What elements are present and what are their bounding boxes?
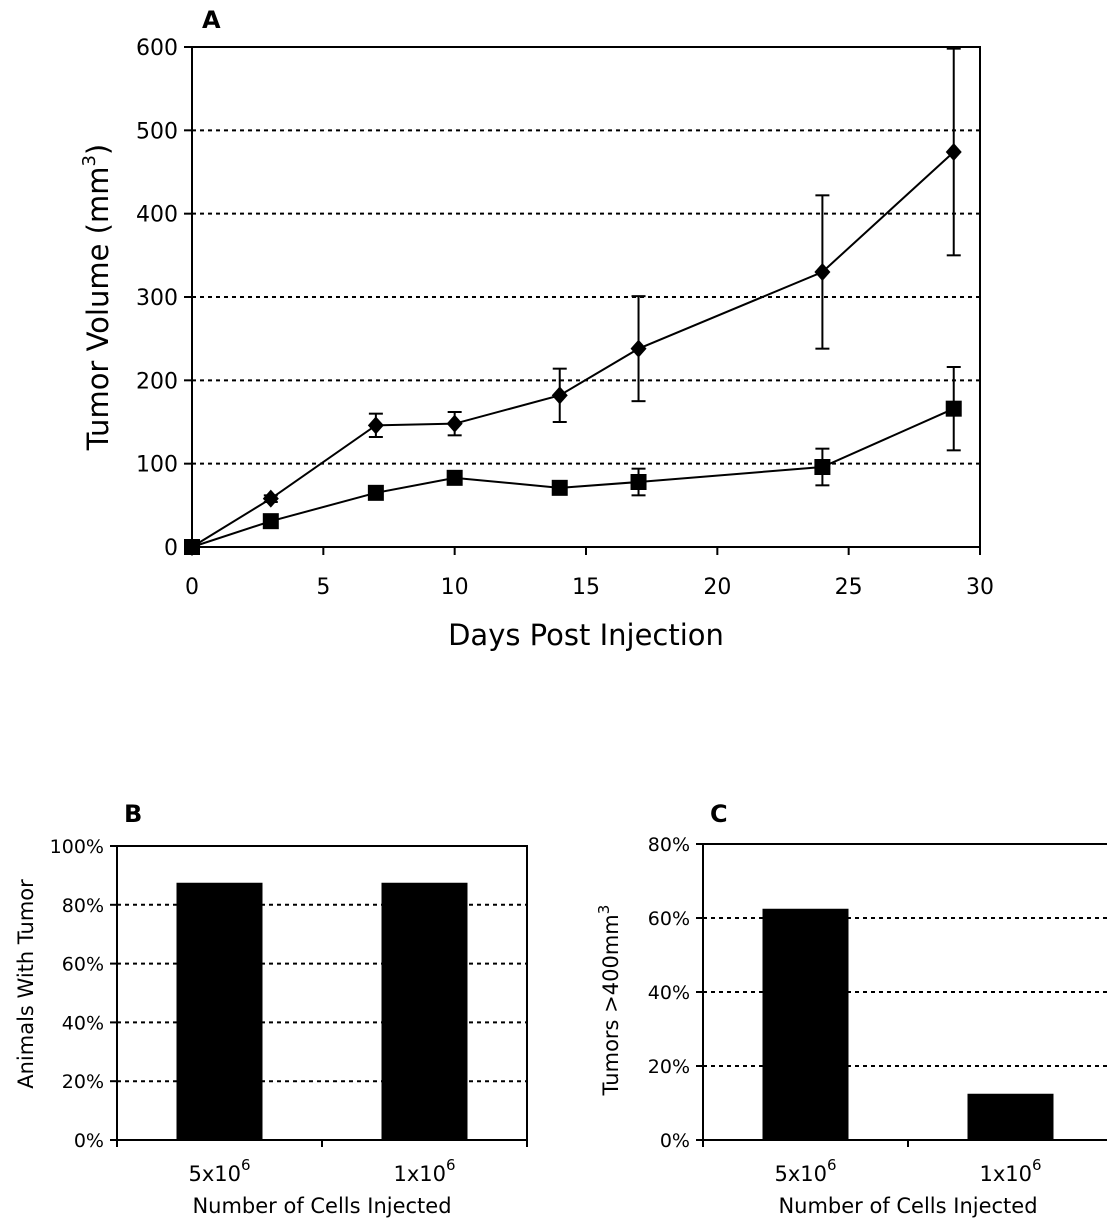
c-y-axis-title: Tumors >400mm3 bbox=[595, 905, 623, 1097]
a-diamond-marker bbox=[551, 386, 568, 405]
a-y-axis-title: Tumor Volume (mm3) bbox=[79, 144, 115, 452]
c-bars bbox=[762, 908, 1054, 1140]
c-x-tick-labels: 5x106 1x106 bbox=[702, 1140, 1042, 1186]
a-x-tick-label: 0 bbox=[185, 575, 199, 600]
a-square-marker bbox=[262, 513, 279, 530]
a-x-tick-label: 20 bbox=[703, 575, 731, 600]
c-x-tick-label-base: 5x10 bbox=[774, 1162, 827, 1186]
b-y-tick-label: 80% bbox=[62, 895, 104, 917]
a-y-tick-label: 100 bbox=[136, 453, 178, 478]
a-y-tick-labels: 0 100 200 300 400 500 600 bbox=[136, 36, 192, 561]
c-y-tick-label: 0% bbox=[660, 1130, 690, 1152]
c-y-tick-label: 60% bbox=[648, 908, 690, 930]
b-x-tick-label: 5x106 bbox=[188, 1156, 250, 1186]
a-y-axis-title-main: Tumor Volume (mm bbox=[81, 167, 115, 452]
a-x-tick-label: 5 bbox=[316, 575, 330, 600]
c-y-axis-title-main: Tumors >400mm bbox=[599, 914, 623, 1096]
a-y-tick-label: 600 bbox=[136, 36, 178, 61]
b-bars bbox=[176, 882, 468, 1140]
c-bar bbox=[762, 908, 849, 1140]
a-x-tick-label: 15 bbox=[572, 575, 600, 600]
a-square-marker bbox=[814, 459, 831, 475]
b-x-tick-label-base: 5x10 bbox=[188, 1162, 241, 1186]
b-x-tick-labels: 5x106 1x106 bbox=[116, 1140, 528, 1186]
a-square-marker bbox=[551, 479, 568, 496]
c-bar bbox=[967, 1093, 1054, 1140]
c-y-tick-labels: 0% 20% 40% 60% 80% bbox=[648, 834, 703, 1152]
bar-chart-panel-b: 0%20%40%60%80%100% 5x106 1x106 Number of … bbox=[14, 836, 528, 1218]
a-series-lines bbox=[191, 151, 955, 548]
a-square-marker bbox=[184, 539, 200, 555]
c-x-tick-label-base: 1x10 bbox=[979, 1162, 1032, 1186]
c-y-tick-label: 80% bbox=[648, 834, 690, 856]
c-x-axis-title: Number of Cells Injected bbox=[778, 1194, 1037, 1218]
a-y-tick-label: 400 bbox=[136, 203, 178, 228]
a-x-tick-label: 25 bbox=[835, 575, 863, 600]
a-series-line-1 bbox=[191, 151, 955, 548]
c-x-tick-label-exp: 6 bbox=[1032, 1156, 1042, 1174]
a-y-tick-label: 0 bbox=[164, 536, 178, 561]
b-y-tick-label: 60% bbox=[62, 954, 104, 976]
a-diamond-marker bbox=[367, 416, 384, 435]
b-y-tick-labels: 0% 20% 40% 60% 80% 100% bbox=[50, 836, 117, 1152]
b-x-tick-label-exp: 6 bbox=[446, 1156, 456, 1174]
b-y-tick-label: 20% bbox=[62, 1071, 104, 1093]
panel-letter-c: C bbox=[710, 800, 728, 828]
a-square-marker bbox=[367, 484, 384, 501]
panel-letter-b: B bbox=[124, 800, 142, 828]
c-y-tick-label: 40% bbox=[648, 982, 690, 1004]
b-bar bbox=[176, 882, 263, 1140]
a-gridlines bbox=[192, 129, 980, 465]
bar-chart-panel-c: 0%20%40%60%80% 5x106 1x106 Number of Cell… bbox=[595, 834, 1107, 1218]
b-x-tick-label-exp: 6 bbox=[241, 1156, 251, 1174]
b-x-axis-title: Number of Cells Injected bbox=[192, 1194, 451, 1218]
a-y-tick-label: 500 bbox=[136, 119, 178, 144]
a-square-marker bbox=[630, 474, 647, 490]
a-x-tick-label: 10 bbox=[441, 575, 469, 600]
c-x-tick-label: 1x106 bbox=[979, 1156, 1041, 1186]
a-markers bbox=[184, 143, 962, 556]
line-chart-panel-a: 0 100 200 300 400 500 600 0 5 10 15 20 25 30 Days Po… bbox=[79, 36, 994, 652]
b-y-tick-label: 40% bbox=[62, 1012, 104, 1034]
a-diamond-marker bbox=[446, 414, 463, 433]
a-y-axis-title-suffix: ) bbox=[81, 144, 115, 155]
c-x-tick-label-exp: 6 bbox=[827, 1156, 837, 1174]
a-diamond-marker bbox=[262, 489, 279, 508]
a-x-tick-labels: 0 5 10 15 20 25 30 bbox=[185, 547, 994, 600]
c-y-axis-title-sup: 3 bbox=[595, 905, 613, 915]
c-y-tick-label: 20% bbox=[648, 1056, 690, 1078]
a-series-line-2 bbox=[191, 407, 955, 548]
b-x-tick-label-base: 1x10 bbox=[393, 1162, 446, 1186]
a-y-tick-label: 300 bbox=[136, 286, 178, 311]
b-y-axis-title: Animals With Tumor bbox=[14, 879, 38, 1089]
b-y-tick-label: 100% bbox=[50, 836, 104, 858]
c-x-tick-label: 5x106 bbox=[774, 1156, 836, 1186]
b-x-tick-label: 1x106 bbox=[393, 1156, 455, 1186]
b-y-tick-label: 0% bbox=[74, 1130, 104, 1152]
a-y-tick-label: 200 bbox=[136, 369, 178, 394]
a-square-marker bbox=[945, 400, 962, 417]
a-diamond-marker bbox=[630, 339, 647, 358]
a-diamond-marker bbox=[945, 143, 962, 161]
b-bar bbox=[381, 882, 468, 1140]
a-y-axis-title-sup: 3 bbox=[79, 155, 100, 166]
a-diamond-marker bbox=[814, 263, 831, 281]
a-x-tick-label: 30 bbox=[966, 575, 994, 600]
a-x-axis-title: Days Post Injection bbox=[448, 618, 724, 652]
panel-letter-a: A bbox=[202, 6, 221, 34]
a-square-marker bbox=[446, 469, 463, 486]
